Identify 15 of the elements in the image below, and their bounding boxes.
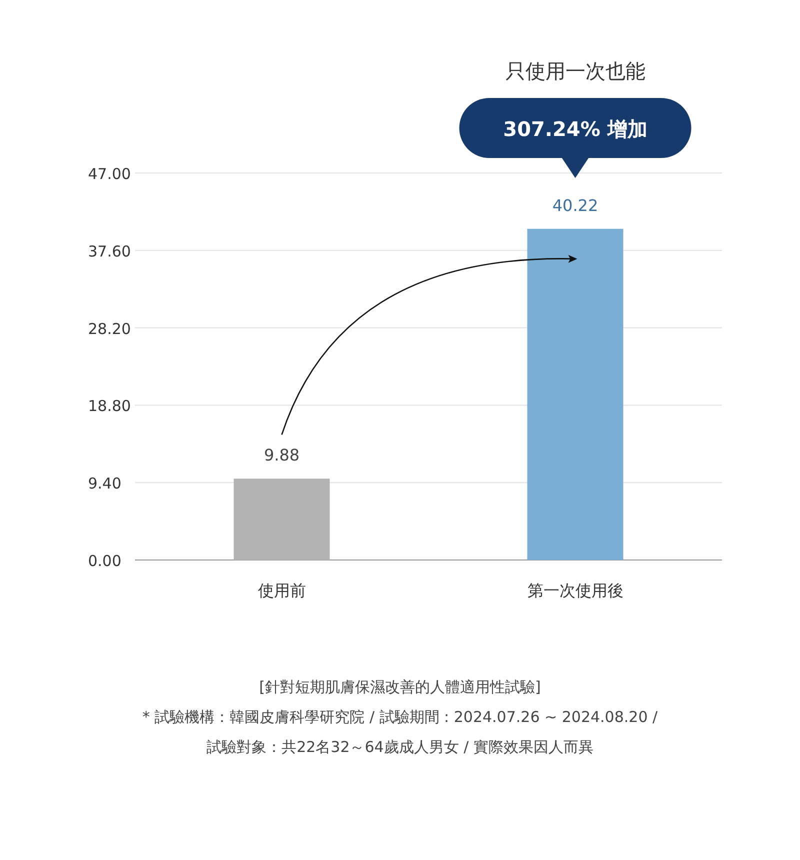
text: 307.24% 增加 — [503, 117, 648, 141]
y-tick-label: 47.00 — [88, 165, 131, 183]
text: * 試驗機構：韓國皮膚科學研究院 / 試驗期間 : 2024.07.26 ~ 2024.08.20 / — [142, 708, 659, 726]
text: 只使用一次也能 — [505, 59, 646, 83]
y-tick-label: 0.00 — [88, 552, 122, 570]
y-tick-label: 28.20 — [88, 320, 131, 338]
data-label: 40.22 — [552, 196, 598, 215]
text: 試驗對象：共22名32～64歲成人男女 / 實際效果因人而異 — [206, 738, 594, 756]
data-label: 9.88 — [264, 446, 300, 465]
y-tick-label: 9.40 — [88, 474, 122, 493]
y-tick-label: 37.60 — [88, 242, 131, 260]
x-tick-label: 第一次使用後 — [527, 581, 624, 600]
y-tick-label: 18.80 — [88, 397, 131, 416]
x-tick-label: 使用前 — [258, 581, 306, 600]
text: [針對短期肌膚保濕改善的人體適用性試驗] — [259, 678, 541, 696]
